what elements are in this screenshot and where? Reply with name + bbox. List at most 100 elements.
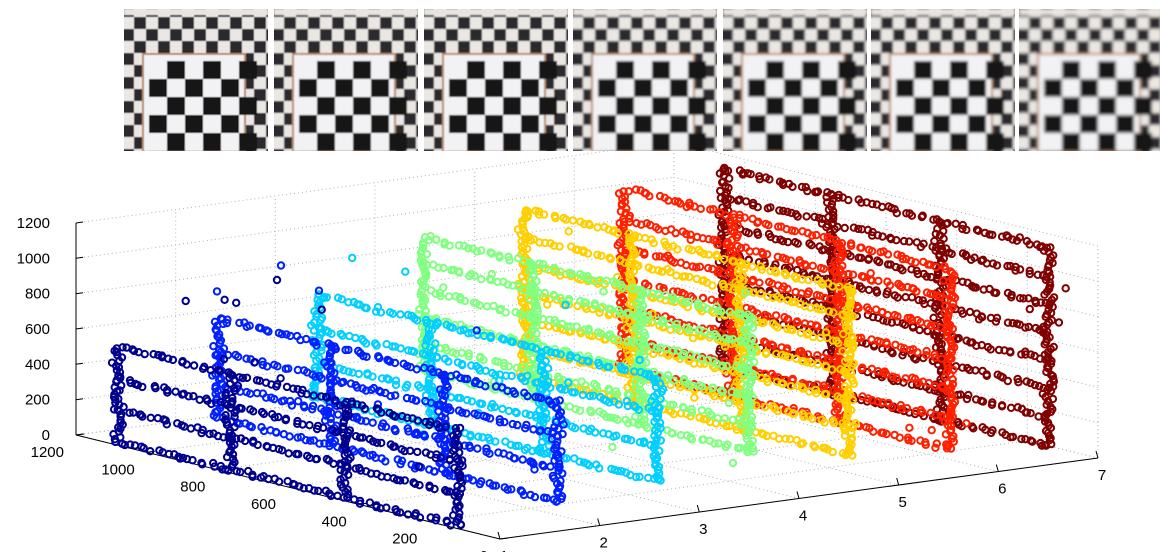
grid-line	[673, 282, 1099, 388]
data-point	[972, 225, 982, 235]
data-point	[664, 371, 673, 380]
data-point	[170, 450, 179, 459]
data-point	[919, 257, 928, 267]
y-tick-label: 800	[180, 479, 205, 496]
data-point	[426, 513, 435, 522]
outlier-point	[410, 429, 420, 439]
data-point	[246, 405, 255, 414]
data-point	[965, 307, 975, 317]
data-point	[779, 206, 788, 216]
data-point	[590, 299, 600, 308]
outlier-point	[564, 227, 573, 236]
data-point	[907, 265, 916, 274]
data-point	[728, 335, 738, 344]
thumbnail-frame-7	[1019, 9, 1160, 151]
data-point	[1022, 237, 1032, 246]
data-point	[258, 360, 267, 370]
data-point	[508, 419, 517, 429]
data-point	[221, 388, 231, 398]
data-point	[150, 382, 160, 391]
data-point	[655, 252, 664, 261]
data-point	[556, 271, 565, 280]
data-point	[863, 310, 873, 320]
data-point	[352, 412, 361, 422]
data-point	[731, 278, 740, 287]
data-point	[420, 363, 429, 373]
data-point	[293, 416, 302, 426]
data-point	[426, 417, 435, 426]
data-point	[985, 230, 994, 239]
data-point	[776, 235, 785, 244]
data-point	[1031, 296, 1040, 306]
y-tick-label: 400	[322, 513, 347, 530]
y-tick-label: 1000	[101, 461, 134, 478]
data-point	[498, 404, 507, 414]
data-point	[788, 374, 797, 384]
data-point	[878, 398, 887, 407]
data-point	[372, 501, 381, 510]
x-tick-label: 5	[899, 494, 907, 511]
data-point	[403, 310, 413, 320]
data-point	[403, 424, 412, 433]
data-point	[797, 382, 807, 392]
data-point	[606, 413, 615, 422]
data-point	[555, 383, 565, 393]
data-point	[786, 382, 796, 391]
data-point	[699, 415, 708, 424]
data-point	[580, 298, 589, 307]
data-point	[576, 217, 585, 226]
data-point	[513, 225, 523, 234]
data-point	[514, 441, 523, 450]
data-point	[634, 233, 644, 242]
data-point	[922, 351, 931, 360]
data-point	[568, 388, 577, 397]
data-point	[840, 426, 849, 435]
data-point	[780, 313, 789, 322]
data-point	[814, 213, 824, 223]
data-point	[1042, 400, 1051, 410]
data-point	[773, 292, 782, 302]
data-point	[717, 386, 726, 395]
data-point	[340, 400, 349, 409]
data-point	[584, 352, 593, 361]
data-point	[822, 274, 831, 284]
outlier-point	[974, 315, 984, 324]
data-point	[404, 346, 413, 355]
data-point	[692, 274, 701, 284]
data-point	[306, 436, 315, 445]
data-point	[450, 463, 459, 472]
data-point	[669, 346, 678, 355]
data-point	[792, 436, 801, 445]
data-point	[556, 476, 565, 485]
data-point	[832, 294, 841, 303]
data-point	[651, 252, 661, 261]
z-tick-mark	[75, 221, 84, 224]
outlier-point	[212, 287, 222, 296]
data-point	[242, 373, 252, 383]
data-point	[482, 447, 491, 457]
data-point	[336, 329, 345, 339]
data-point	[335, 401, 345, 410]
data-point	[421, 341, 430, 350]
data-point	[209, 429, 218, 438]
data-point	[723, 440, 732, 449]
grid-line	[75, 150, 619, 224]
data-point	[862, 198, 871, 207]
data-point	[322, 454, 332, 464]
data-point	[268, 410, 277, 419]
data-point	[600, 222, 609, 232]
data-point	[855, 282, 865, 291]
thumbnail-frame-3	[424, 9, 568, 151]
data-point	[472, 362, 481, 371]
data-point	[888, 372, 897, 381]
data-point	[930, 350, 939, 359]
data-point	[652, 343, 661, 353]
data-point	[441, 343, 450, 353]
data-point	[631, 323, 640, 333]
data-point	[411, 509, 420, 518]
data-point	[641, 369, 650, 379]
data-point	[816, 263, 826, 273]
y-tick-label: 600	[251, 496, 276, 513]
data-point	[544, 441, 553, 450]
data-point	[391, 391, 400, 400]
